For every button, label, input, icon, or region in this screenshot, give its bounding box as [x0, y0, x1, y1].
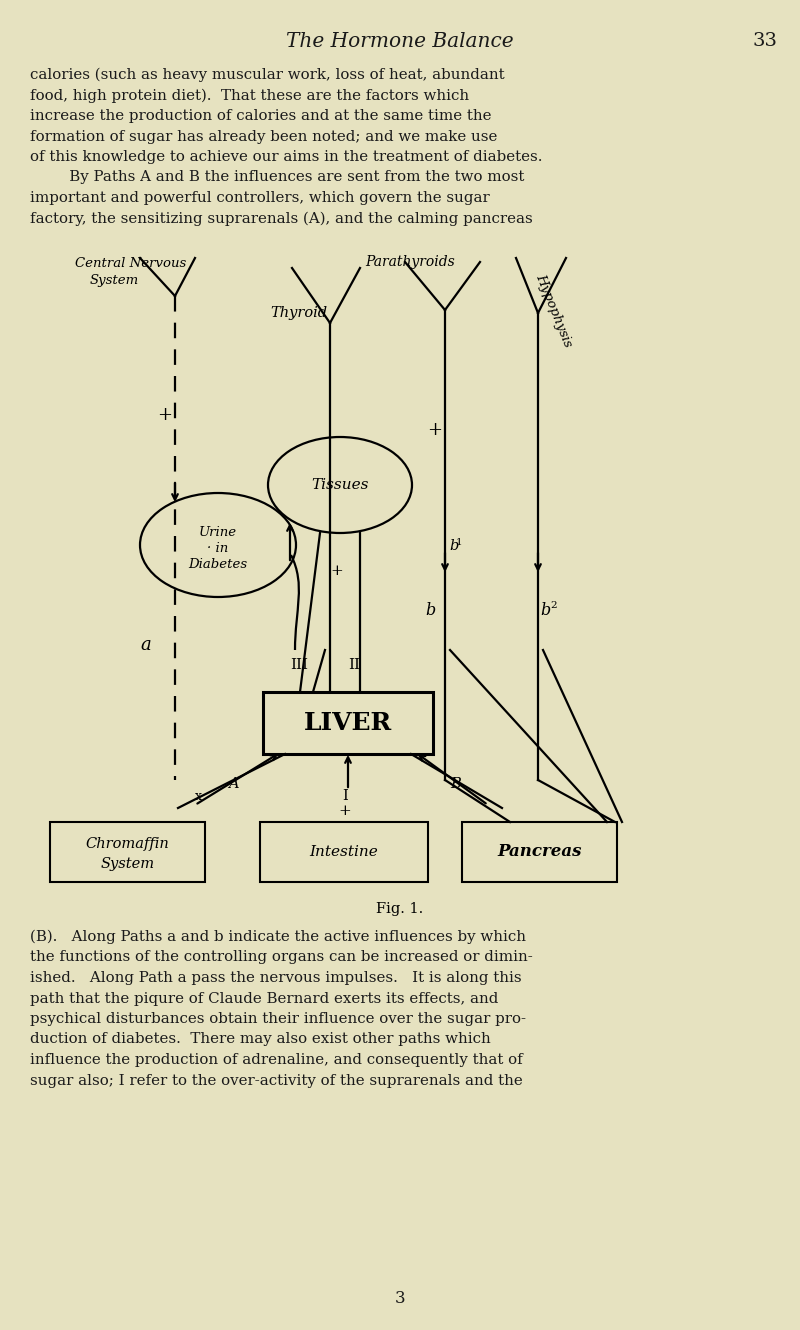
Text: +: + [330, 564, 342, 579]
FancyBboxPatch shape [462, 822, 617, 882]
Text: LIVER: LIVER [304, 712, 392, 735]
Text: Pancreas: Pancreas [498, 843, 582, 861]
Text: +: + [427, 422, 442, 439]
Text: b: b [425, 602, 435, 618]
Text: duction of diabetes.  There may also exist other paths which: duction of diabetes. There may also exis… [30, 1032, 490, 1047]
Text: ished.   Along Path a pass the nervous impulses.   It is along this: ished. Along Path a pass the nervous imp… [30, 971, 522, 986]
Text: of this knowledge to achieve our aims in the treatment of diabetes.: of this knowledge to achieve our aims in… [30, 150, 542, 164]
Text: influence the production of adrenaline, and consequently that of: influence the production of adrenaline, … [30, 1053, 522, 1067]
Text: calories (such as heavy muscular work, loss of heat, abundant: calories (such as heavy muscular work, l… [30, 68, 505, 82]
Text: +: + [338, 805, 351, 818]
Text: Intestine: Intestine [310, 845, 378, 859]
Text: increase the production of calories and at the same time the: increase the production of calories and … [30, 109, 491, 122]
Text: 1: 1 [456, 539, 462, 547]
Text: The Hormone Balance: The Hormone Balance [286, 32, 514, 51]
Text: (B).   Along Paths a and b indicate the active influences by which: (B). Along Paths a and b indicate the ac… [30, 930, 526, 944]
Text: psychical disturbances obtain their influence over the sugar pro-: psychical disturbances obtain their infl… [30, 1012, 526, 1025]
Text: 3: 3 [394, 1290, 406, 1307]
Text: important and powerful controllers, which govern the sugar: important and powerful controllers, whic… [30, 192, 490, 205]
Text: Diabetes: Diabetes [189, 557, 247, 571]
Text: I: I [342, 789, 348, 803]
FancyBboxPatch shape [50, 822, 205, 882]
Text: B: B [450, 777, 461, 791]
Text: formation of sugar has already been noted; and we make use: formation of sugar has already been note… [30, 129, 498, 144]
FancyBboxPatch shape [263, 692, 433, 754]
Text: Central Nervous: Central Nervous [75, 257, 186, 270]
Text: 2: 2 [550, 601, 557, 610]
Text: x: x [195, 790, 202, 803]
Text: +: + [157, 406, 172, 424]
Text: a: a [140, 636, 150, 654]
Text: II: II [348, 658, 360, 672]
Text: Tissues: Tissues [311, 477, 369, 492]
Text: the functions of the controlling organs can be increased or dimin-: the functions of the controlling organs … [30, 951, 533, 964]
Text: sugar also; I refer to the over-activity of the suprarenals and the: sugar also; I refer to the over-activity… [30, 1073, 522, 1088]
Text: 33: 33 [752, 32, 777, 51]
Text: III: III [290, 658, 308, 672]
Text: Hypophysis: Hypophysis [533, 273, 574, 348]
Text: Chromaffin: Chromaffin [86, 837, 170, 851]
Text: Fig. 1.: Fig. 1. [376, 902, 424, 916]
Text: b: b [540, 602, 550, 618]
FancyBboxPatch shape [260, 822, 428, 882]
Text: Thyroid: Thyroid [270, 306, 327, 321]
Text: Parathyroids: Parathyroids [365, 255, 454, 269]
Text: A: A [228, 777, 238, 791]
Text: Urine: Urine [199, 527, 237, 540]
Text: path that the piqure of Claude Bernard exerts its effects, and: path that the piqure of Claude Bernard e… [30, 991, 498, 1005]
Text: By Paths A and B the influences are sent from the two most: By Paths A and B the influences are sent… [55, 170, 524, 185]
Text: · in: · in [207, 543, 229, 556]
Text: food, high protein diet).  That these are the factors which: food, high protein diet). That these are… [30, 89, 469, 102]
Text: System: System [90, 274, 139, 287]
Text: b: b [449, 539, 458, 553]
Text: System: System [101, 857, 154, 871]
Text: factory, the sensitizing suprarenals (A), and the calming pancreas: factory, the sensitizing suprarenals (A)… [30, 211, 533, 226]
